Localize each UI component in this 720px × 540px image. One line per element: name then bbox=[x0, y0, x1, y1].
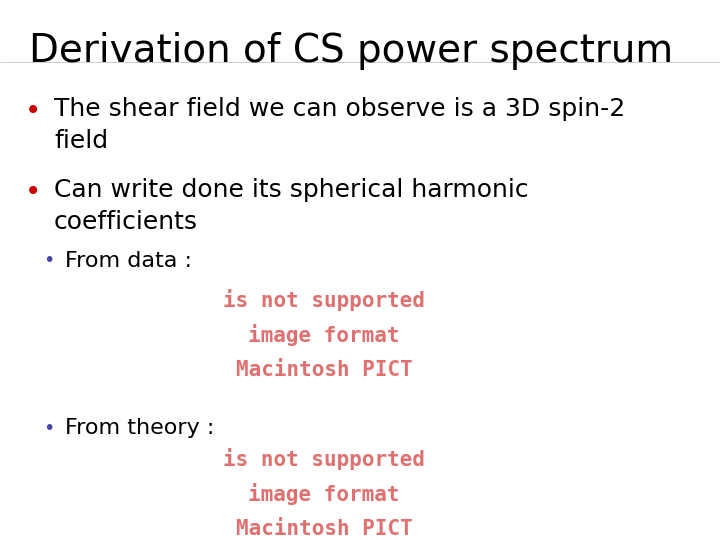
Text: is not supported: is not supported bbox=[223, 289, 425, 310]
Text: From data :: From data : bbox=[65, 251, 192, 271]
Text: •: • bbox=[43, 418, 55, 437]
Text: image format: image format bbox=[248, 483, 400, 505]
Text: image format: image format bbox=[248, 324, 400, 346]
Text: •: • bbox=[25, 97, 42, 125]
Text: From theory :: From theory : bbox=[65, 418, 214, 438]
Text: Macintosh PICT: Macintosh PICT bbox=[235, 519, 413, 539]
Text: is not supported: is not supported bbox=[223, 448, 425, 470]
Text: •: • bbox=[25, 178, 42, 206]
Text: The shear field we can observe is a 3D spin-2
field: The shear field we can observe is a 3D s… bbox=[54, 97, 625, 153]
Text: Can write done its spherical harmonic
coefficients: Can write done its spherical harmonic co… bbox=[54, 178, 528, 234]
Text: Macintosh PICT: Macintosh PICT bbox=[235, 360, 413, 380]
Text: Derivation of CS power spectrum: Derivation of CS power spectrum bbox=[29, 32, 673, 70]
Text: •: • bbox=[43, 251, 55, 270]
